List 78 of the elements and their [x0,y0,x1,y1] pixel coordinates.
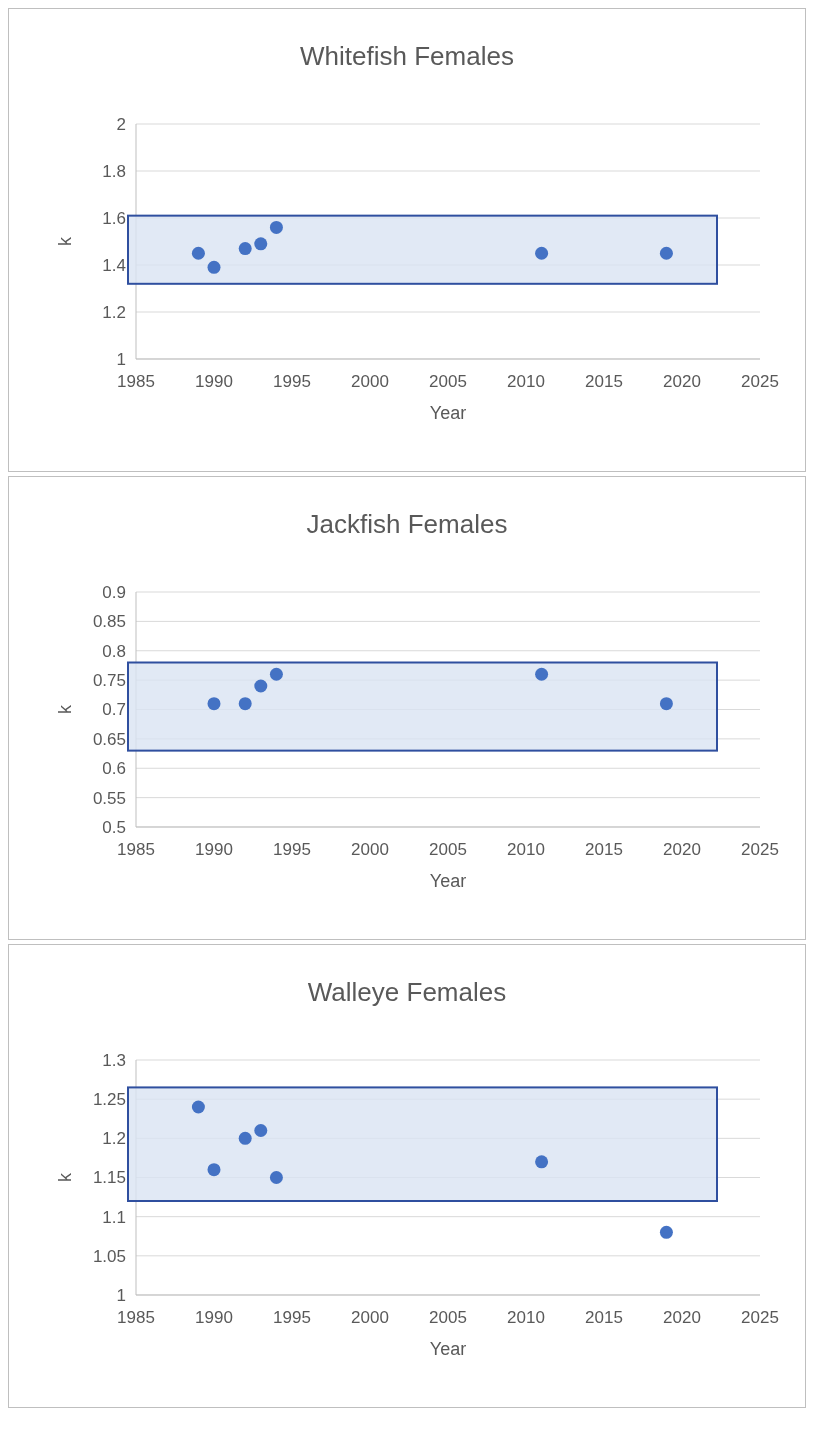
y-tick-label: 1 [116,1285,126,1305]
y-tick-label: 1.3 [102,1050,126,1070]
point [207,697,221,711]
y-tick-label: 1.1 [102,1207,126,1227]
x-tick-label: 2010 [507,840,545,859]
x-tick-label: 1990 [195,372,233,391]
point [238,242,252,256]
point [535,246,549,260]
chart-title: Whitefish Females [300,41,514,71]
y-tick-label: 2 [116,114,126,134]
chart-title: Jackfish Females [306,509,508,539]
x-axis-title: Year [429,1339,467,1359]
y-tick-label: 0.7 [102,700,126,720]
x-tick-label: 2025 [741,840,779,859]
x-tick-label: 2005 [429,1308,467,1327]
x-tick-label: 1985 [117,840,155,859]
point [238,1131,252,1145]
x-tick-label: 2015 [585,840,623,859]
y-tick-label: 1 [116,349,126,369]
x-tick-label: 1990 [195,840,233,859]
y-tick-label: 0.5 [102,817,126,837]
x-tick-label: 2025 [741,372,779,391]
y-tick-label: 1.05 [92,1246,126,1266]
y-tick-label: 1.25 [92,1090,126,1110]
x-tick-label: 1985 [117,1308,155,1327]
chart-title: Walleye Females [307,977,507,1007]
y-tick-label: 0.55 [92,788,126,808]
x-tick-label: 2020 [663,372,701,391]
y-tick-label: 1.15 [92,1168,126,1188]
point [535,1155,549,1169]
y-tick-label: 0.85 [92,612,126,632]
point [269,220,283,234]
y-tick-label: 1.4 [102,255,126,275]
point [659,1225,673,1239]
x-tick-label: 1995 [273,372,311,391]
y-tick-label: 0.9 [102,582,126,602]
y-tick-label: 1.8 [102,161,126,181]
y-tick-label: 0.8 [102,641,126,661]
x-tick-label: 2005 [429,840,467,859]
point [191,246,205,260]
x-tick-label: 2000 [351,372,389,391]
point [659,697,673,711]
y-axis-title: k [55,704,75,714]
y-tick-label: 1.2 [102,1129,126,1149]
point [535,667,549,681]
x-axis-title: Year [429,871,467,891]
x-tick-label: 1985 [117,372,155,391]
x-tick-label: 2010 [507,1308,545,1327]
x-tick-label: 2010 [507,372,545,391]
x-tick-label: 2000 [351,1308,389,1327]
x-tick-label: 1995 [273,840,311,859]
y-axis-title: k [55,236,75,246]
x-tick-label: 2005 [429,372,467,391]
point [269,1171,283,1184]
point [191,1100,205,1114]
y-axis-title: k [55,1172,75,1182]
x-tick-label: 1995 [273,1308,311,1327]
x-tick-label: 2020 [663,1308,701,1327]
y-tick-label: 0.6 [102,759,126,779]
point [207,260,221,274]
point [254,1124,268,1137]
point [254,679,268,693]
x-tick-label: 2020 [663,840,701,859]
point [269,667,283,681]
point [238,697,252,711]
x-axis-title: Year [429,403,467,423]
y-tick-label: 1.6 [102,208,126,228]
x-tick-label: 2000 [351,840,389,859]
point [254,237,268,251]
y-tick-label: 1.2 [102,302,126,322]
x-tick-label: 2015 [585,372,623,391]
point [659,246,673,260]
x-tick-label: 2015 [585,1308,623,1327]
point [207,1163,221,1177]
x-tick-label: 2025 [741,1308,779,1327]
y-tick-label: 0.75 [92,671,126,691]
y-tick-label: 0.65 [92,729,126,749]
x-tick-label: 1990 [195,1308,233,1327]
